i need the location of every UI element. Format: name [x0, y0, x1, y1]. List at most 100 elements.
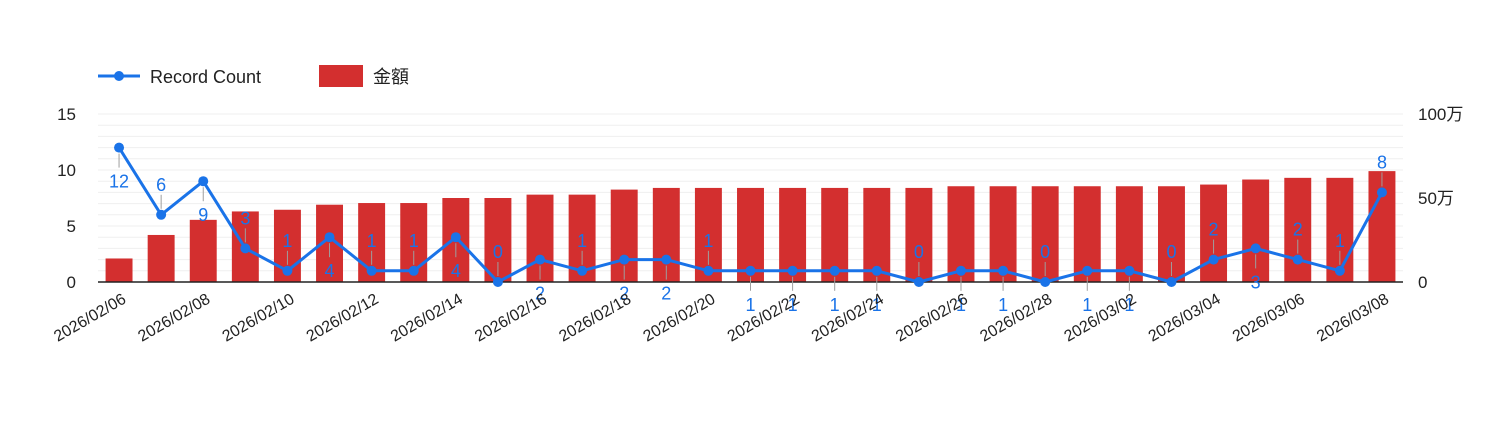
data-label: 2 — [535, 284, 545, 304]
data-point — [114, 142, 125, 153]
data-label: 3 — [240, 208, 250, 228]
data-label: 3 — [1251, 272, 1261, 292]
x-tick-label: 2026/02/28 — [977, 291, 1055, 346]
data-label: 1 — [998, 295, 1008, 315]
x-tick-label: 2026/02/22 — [725, 291, 803, 346]
data-point — [492, 277, 503, 287]
data-point — [324, 232, 335, 243]
data-point — [1166, 277, 1177, 287]
bar — [105, 258, 133, 282]
data-label: 1 — [367, 231, 377, 251]
x-tick-label: 2026/02/12 — [304, 291, 382, 346]
legend-bar-swatch — [319, 65, 363, 87]
x-tick-label: 2026/02/24 — [809, 291, 887, 346]
bar — [147, 234, 175, 282]
data-point — [535, 254, 546, 265]
data-label: 1 — [1335, 231, 1345, 251]
data-point — [1292, 254, 1303, 265]
legend-item-amount[interactable]: 金額 — [319, 65, 409, 87]
line-series — [114, 142, 1387, 287]
data-point — [240, 243, 251, 254]
data-point — [1208, 254, 1219, 265]
x-tick-label: 2026/02/26 — [893, 291, 971, 346]
legend-label-record-count: Record Count — [150, 67, 261, 87]
data-label: 2 — [1209, 220, 1219, 240]
data-label: 0 — [1040, 242, 1050, 262]
data-label: 4 — [325, 261, 335, 281]
x-tick-label: 2026/03/06 — [1230, 291, 1308, 346]
x-tick-label: 2026/02/20 — [641, 291, 719, 346]
y-right-tick-label: 0 — [1418, 273, 1427, 292]
data-label: 4 — [451, 261, 461, 281]
x-tick-label: 2026/02/06 — [51, 291, 129, 346]
y-left-tick-label: 5 — [67, 217, 76, 236]
data-label: 1 — [282, 231, 292, 251]
data-point — [1250, 243, 1261, 254]
y-left-tick-label: 0 — [67, 273, 76, 292]
legend-point-swatch — [114, 71, 124, 81]
data-label: 0 — [1166, 242, 1176, 262]
y-right-tick-label: 100万 — [1418, 105, 1463, 124]
data-point — [787, 265, 798, 276]
data-point — [619, 254, 630, 265]
data-point — [703, 265, 714, 276]
data-label: 2 — [619, 284, 629, 304]
data-label: 1 — [872, 295, 882, 315]
x-tick-label: 2026/03/08 — [1314, 291, 1392, 346]
data-label-leaders — [118, 153, 1383, 291]
data-point — [1334, 265, 1345, 276]
data-point — [829, 265, 840, 276]
data-label: 9 — [198, 205, 208, 225]
x-tick-label: 2026/02/08 — [135, 291, 213, 346]
data-label: 0 — [914, 242, 924, 262]
data-point — [871, 265, 882, 276]
data-point — [1082, 265, 1093, 276]
data-point — [282, 265, 293, 276]
data-point — [745, 265, 756, 276]
data-point — [450, 232, 461, 243]
data-point — [955, 265, 966, 276]
x-tick-label: 2026/02/16 — [472, 291, 550, 346]
data-point — [156, 209, 167, 220]
data-point — [913, 277, 924, 287]
data-point — [577, 265, 588, 276]
data-point — [1376, 187, 1387, 198]
data-label: 1 — [1124, 295, 1134, 315]
data-label: 6 — [156, 175, 166, 195]
data-point — [998, 265, 1009, 276]
data-label: 1 — [1082, 295, 1092, 315]
x-axis: 2026/02/06 2026/02/08 2026/02/10 2026/02/12… — [51, 291, 1392, 346]
y-right-tick-label: 50万 — [1418, 189, 1454, 208]
x-tick-label: 2026/03/02 — [1062, 291, 1140, 346]
data-label: 8 — [1377, 152, 1387, 172]
data-label: 1 — [830, 295, 840, 315]
bar — [1284, 177, 1312, 282]
data-point — [408, 265, 419, 276]
y-left-tick-label: 15 — [57, 105, 76, 124]
legend: Record Count 金額 — [98, 65, 409, 87]
bar-series — [105, 171, 1396, 282]
data-point — [198, 176, 209, 187]
data-label: 2 — [1293, 220, 1303, 240]
legend-label-amount: 金額 — [373, 67, 409, 87]
bar — [189, 219, 217, 282]
x-tick-label: 2026/02/18 — [556, 291, 634, 346]
data-label: 2 — [661, 284, 671, 304]
data-point — [1040, 277, 1051, 287]
data-point — [661, 254, 672, 265]
data-label: 1 — [956, 295, 966, 315]
x-tick-label: 2026/02/14 — [388, 291, 466, 346]
data-label: 12 — [109, 172, 129, 192]
data-label: 1 — [745, 295, 755, 315]
y-axis-left: 0 5 10 15 — [57, 105, 76, 292]
x-tick-label: 2026/02/10 — [220, 291, 298, 346]
data-label: 1 — [703, 231, 713, 251]
data-label: 1 — [409, 231, 419, 251]
data-label: 1 — [577, 231, 587, 251]
y-left-tick-label: 10 — [57, 161, 76, 180]
legend-item-record-count[interactable]: Record Count — [98, 67, 261, 87]
data-label: 1 — [788, 295, 798, 315]
data-point — [366, 265, 377, 276]
